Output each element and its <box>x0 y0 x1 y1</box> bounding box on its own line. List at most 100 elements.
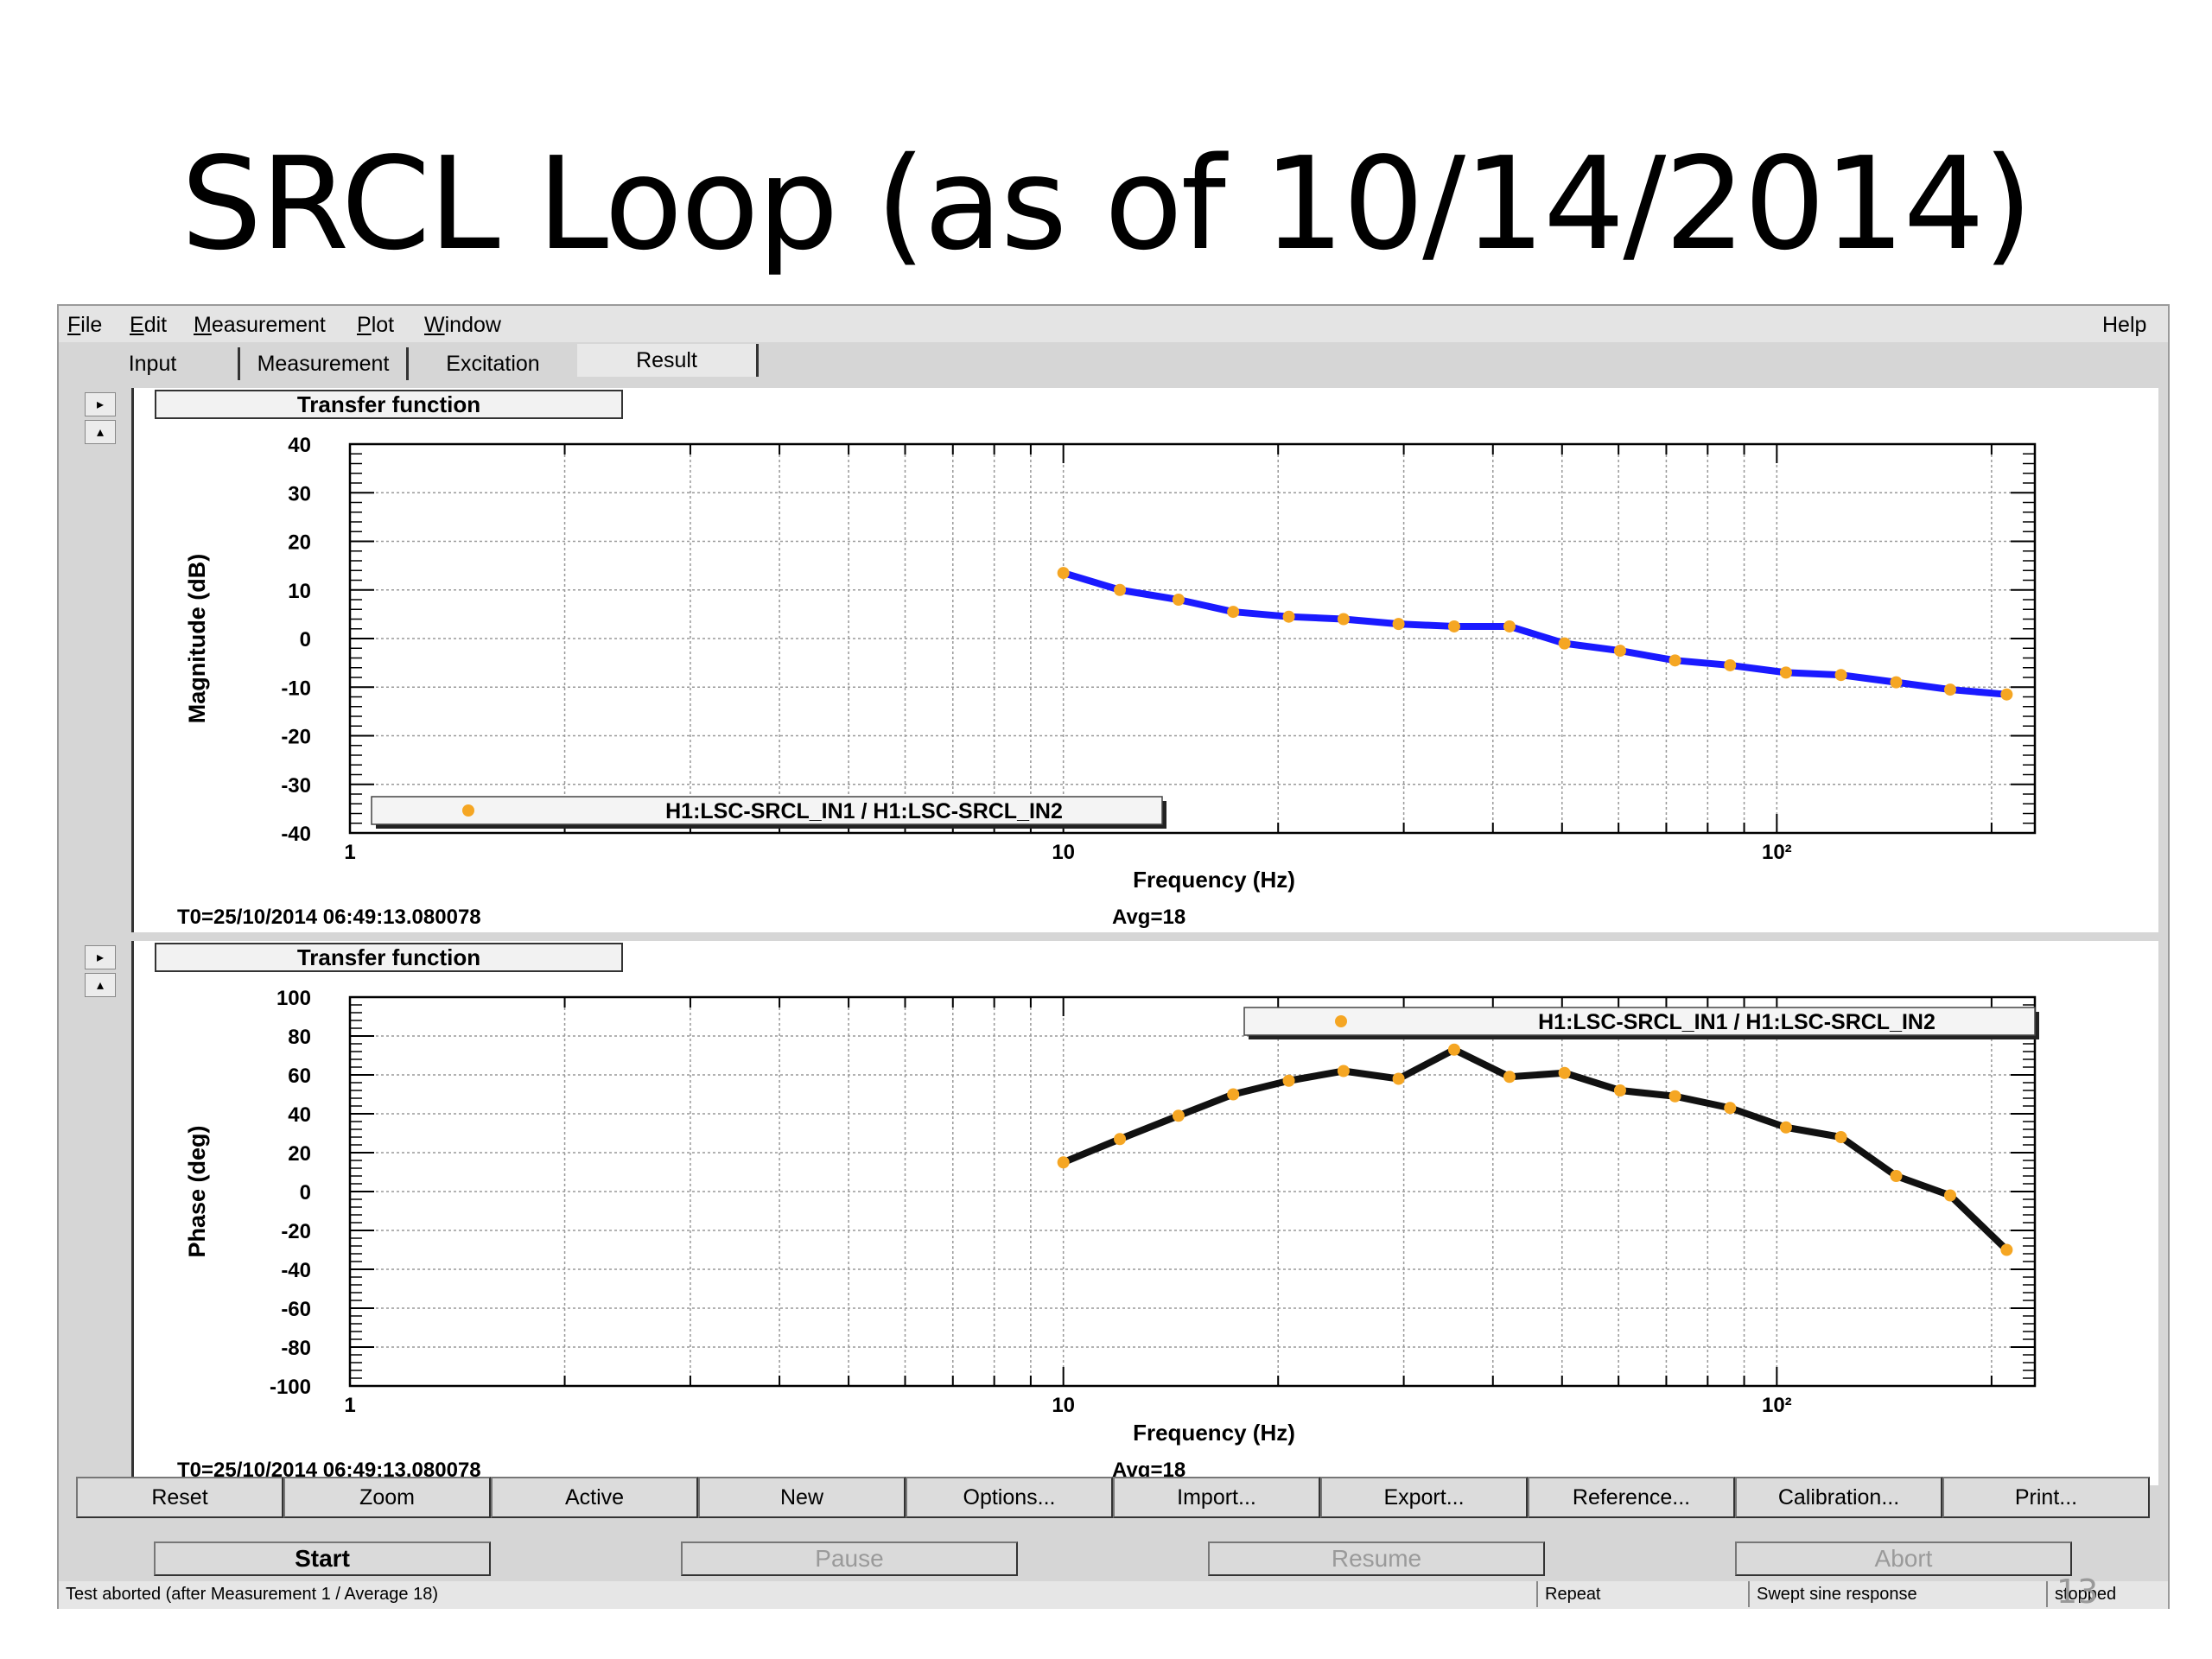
plot-button-bar: Reset Zoom Active New Options... Import.… <box>67 1477 2158 1520</box>
series-line <box>1062 569 2007 698</box>
grid <box>349 996 2035 1387</box>
plot-title: Transfer function <box>297 391 480 417</box>
tab-input[interactable]: Input <box>67 347 240 380</box>
calibration-button[interactable]: Calibration... <box>1735 1477 1942 1518</box>
grid <box>349 443 2035 834</box>
y-tick-label: -100 <box>270 1376 311 1399</box>
y-tick-label: -80 <box>281 1337 311 1360</box>
plot-frame <box>348 442 2037 835</box>
menu-file[interactable]: File <box>67 313 103 337</box>
avg-label: Avg=18 <box>1112 906 1185 929</box>
x-tick-label: 10² <box>1762 841 1792 864</box>
export-button[interactable]: Export... <box>1320 1477 1528 1518</box>
status-mode: Swept sine response <box>1748 1581 2046 1607</box>
data-point <box>1114 1133 1127 1146</box>
pause-button[interactable]: Pause <box>681 1541 1018 1576</box>
legend-box <box>371 796 1163 825</box>
menu-window[interactable]: Window <box>424 313 501 337</box>
tab-measurement[interactable]: Measurement <box>240 347 409 380</box>
data-point <box>1227 606 1240 619</box>
plot-title-box <box>155 390 623 419</box>
data-point <box>1447 620 1460 632</box>
data-point <box>1503 1071 1516 1084</box>
resume-button[interactable]: Resume <box>1208 1541 1545 1576</box>
data-point <box>1890 676 1903 689</box>
abort-button[interactable]: Abort <box>1735 1541 2072 1576</box>
expand-right-icon-2[interactable]: ▸ <box>85 945 116 969</box>
phase-plot-panel: Transfer function 100 80 60 40 20 0 -20 -40 -60 -8… <box>131 941 2158 1485</box>
y-axis-label: Phase (deg) <box>184 1125 210 1257</box>
y-tick-label: 20 <box>288 531 311 555</box>
data-point <box>1724 1102 1737 1115</box>
data-point <box>2000 688 2013 701</box>
status-bar: Test aborted (after Measurement 1 / Aver… <box>59 1581 2168 1609</box>
options-button[interactable]: Options... <box>906 1477 1113 1518</box>
y-tick-label: -20 <box>281 726 311 749</box>
expand-up-icon[interactable]: ▴ <box>85 420 116 444</box>
dtt-window: File Edit Measurement Plot Window Help I… <box>57 304 2170 1609</box>
y-tick-label: 40 <box>288 434 311 457</box>
t0-label: T0=25/10/2014 06:49:13.080078 <box>177 906 481 929</box>
tab-bar: Input Measurement Excitation Result <box>67 344 2158 382</box>
data-point <box>1558 637 1571 650</box>
print-button[interactable]: Print... <box>1942 1477 2150 1518</box>
y-axis-label: Magnitude (dB) <box>184 554 210 723</box>
tab-result[interactable]: Result <box>577 344 759 377</box>
data-point <box>1669 654 1681 667</box>
data-point <box>1834 1131 1847 1143</box>
y-tick-label: -60 <box>281 1298 311 1321</box>
y-tick-label: 0 <box>300 1181 311 1205</box>
x-tick-label: 10 <box>1052 1394 1075 1417</box>
menu-help[interactable]: Help <box>2102 313 2147 337</box>
data-point <box>1227 1088 1240 1101</box>
menu-edit[interactable]: Edit <box>130 313 168 337</box>
data-point <box>1944 683 1957 696</box>
y-tick-label: -30 <box>281 774 311 798</box>
y-tick-label: -20 <box>281 1220 311 1243</box>
data-point <box>1057 567 1070 580</box>
x-tick-label: 1 <box>344 841 355 864</box>
data-point <box>1114 583 1127 596</box>
series-line <box>1062 1046 2010 1253</box>
plot-title-box <box>155 943 623 972</box>
y-tick-label: 60 <box>288 1065 311 1088</box>
data-point <box>1172 594 1185 606</box>
expand-right-icon[interactable]: ▸ <box>85 392 116 416</box>
data-point <box>1613 645 1626 658</box>
x-tick-label: 10² <box>1762 1394 1792 1417</box>
data-point <box>1282 610 1295 623</box>
legend-label: H1:LSC-SRCL_IN1 / H1:LSC-SRCL_IN2 <box>1538 1010 1936 1034</box>
x-tick-label: 10 <box>1052 841 1075 864</box>
y-tick-label: -10 <box>281 677 311 700</box>
magnitude-chart[interactable]: Transfer function 40 30 20 10 0 -10 -20 -30 -40 1 1… <box>134 388 2158 932</box>
start-button[interactable]: Start <box>154 1541 491 1576</box>
menu-bar: File Edit Measurement Plot Window Help <box>59 306 2168 342</box>
reset-button[interactable]: Reset <box>76 1477 283 1518</box>
reference-button[interactable]: Reference... <box>1528 1477 1735 1518</box>
expand-up-icon-2[interactable]: ▴ <box>85 973 116 997</box>
zoom-button[interactable]: Zoom <box>283 1477 491 1518</box>
legend-box <box>1243 1007 2036 1036</box>
control-bar: Start Pause Resume Abort <box>59 1535 2168 1578</box>
import-button[interactable]: Import... <box>1113 1477 1320 1518</box>
new-button[interactable]: New <box>698 1477 906 1518</box>
legend-label: H1:LSC-SRCL_IN1 / H1:LSC-SRCL_IN2 <box>665 799 1063 823</box>
x-axis-label: Frequency (Hz) <box>1133 1420 1295 1446</box>
data-point <box>1944 1189 1957 1202</box>
data-point <box>1890 1170 1903 1182</box>
slide-title: SRCL Loop (as of 10/14/2014) <box>181 130 2032 278</box>
page-number: 13 <box>2056 1573 2099 1611</box>
active-button[interactable]: Active <box>491 1477 698 1518</box>
data-point <box>1337 613 1350 626</box>
data-point <box>1834 669 1847 682</box>
phase-chart[interactable]: Transfer function 100 80 60 40 20 0 -20 -40 -60 -8… <box>134 941 2158 1485</box>
tab-excitation[interactable]: Excitation <box>409 347 577 380</box>
menu-plot[interactable]: Plot <box>357 313 395 337</box>
y-tick-label: 0 <box>300 628 311 652</box>
plot-frame <box>348 995 2037 1388</box>
menu-measurement[interactable]: Measurement <box>194 313 326 337</box>
data-point <box>1282 1074 1295 1087</box>
data-point <box>2000 1243 2013 1256</box>
y-tick-label: -40 <box>281 1259 311 1282</box>
legend-marker <box>462 804 474 817</box>
